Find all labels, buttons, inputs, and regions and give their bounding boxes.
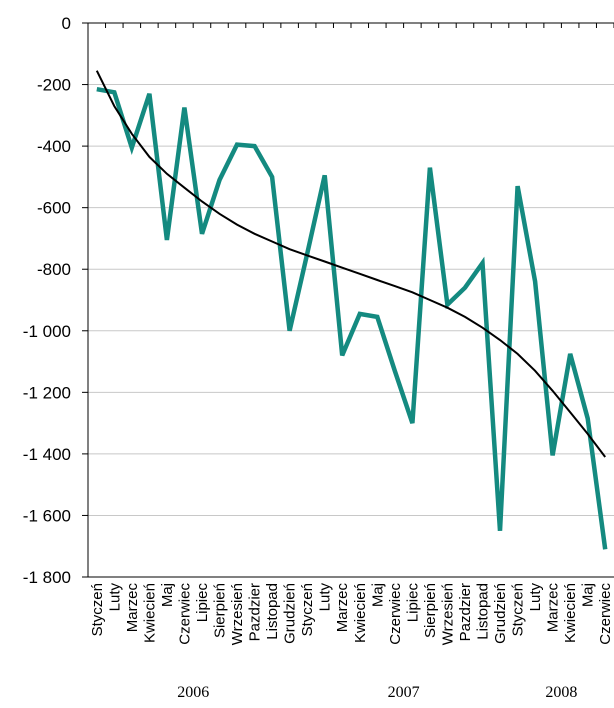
x-tick-label: Sierpień bbox=[422, 583, 439, 638]
x-tick-label: Sierpień bbox=[212, 583, 229, 638]
y-axis: 0 -200 -400 -600 -800 -1 000 -1 200 -1 400 -1 60… bbox=[23, 14, 89, 587]
year-label: 2007 bbox=[388, 684, 420, 701]
x-tick-label: Czerwiec bbox=[597, 583, 614, 645]
x-tick-label: Listopad bbox=[264, 583, 281, 640]
x-tick-label: Marzec bbox=[334, 583, 351, 633]
y-tick-label: -200 bbox=[37, 76, 71, 95]
x-tick-label: Grudzień bbox=[282, 583, 299, 644]
x-tick-label: Maj bbox=[159, 583, 176, 607]
y-tick-label: -1 600 bbox=[23, 506, 71, 525]
x-tick-label: Marzec bbox=[545, 583, 562, 633]
series-layer bbox=[95, 70, 608, 550]
x-tick-label: Listopad bbox=[475, 583, 492, 640]
x-tick-label: Grudzień bbox=[492, 583, 509, 644]
x-tick-label: Luty bbox=[106, 583, 123, 612]
x-tick-label: Wrzesień bbox=[439, 583, 456, 645]
y-tick-label: 0 bbox=[62, 14, 71, 33]
x-tick-label: Kwiecień bbox=[141, 583, 158, 643]
x-tick-label: Lipiec bbox=[404, 583, 421, 623]
y-tick-label: -400 bbox=[37, 137, 71, 156]
series-line-trend bbox=[95, 70, 606, 458]
x-tick-label: Kwiecień bbox=[352, 583, 369, 643]
x-tick-label: Luty bbox=[317, 583, 334, 612]
x-tick-label: Maj bbox=[580, 583, 597, 607]
x-tick-label: Czerwiec bbox=[176, 583, 193, 645]
x-tick-label: Maj bbox=[369, 583, 386, 607]
y-tick-label: -1 800 bbox=[23, 568, 71, 587]
year-label: 2006 bbox=[177, 684, 209, 701]
y-tick-label: -600 bbox=[37, 199, 71, 218]
x-tick-label: Czerwiec bbox=[387, 583, 404, 645]
year-label: 2008 bbox=[545, 684, 577, 701]
x-tick-label: Marzec bbox=[124, 583, 141, 633]
y-tick-label: -1 200 bbox=[23, 383, 71, 402]
x-tick-label: Luty bbox=[527, 583, 544, 612]
x-tick-label: Styczeń bbox=[510, 583, 527, 636]
x-tick-label: Styczeń bbox=[299, 583, 316, 636]
x-tick-label: Pazdzier bbox=[457, 583, 474, 641]
x-tick-label: Kwiecień bbox=[562, 583, 579, 643]
x-axis: Styczeń Luty Marzec Kwiecień Maj Czerwiec Lipi… bbox=[87, 22, 614, 701]
x-tick-label: Lipiec bbox=[194, 583, 211, 623]
x-tick-label: Styczeń bbox=[89, 583, 106, 636]
x-tick-label: Pazdzier bbox=[247, 583, 264, 641]
y-tick-label: -1 400 bbox=[23, 445, 71, 464]
series-line-main bbox=[96, 86, 608, 550]
y-tick-label: -1 000 bbox=[23, 322, 71, 341]
y-tick-label: -800 bbox=[37, 260, 71, 279]
x-tick-label: Wrzesień bbox=[229, 583, 246, 645]
